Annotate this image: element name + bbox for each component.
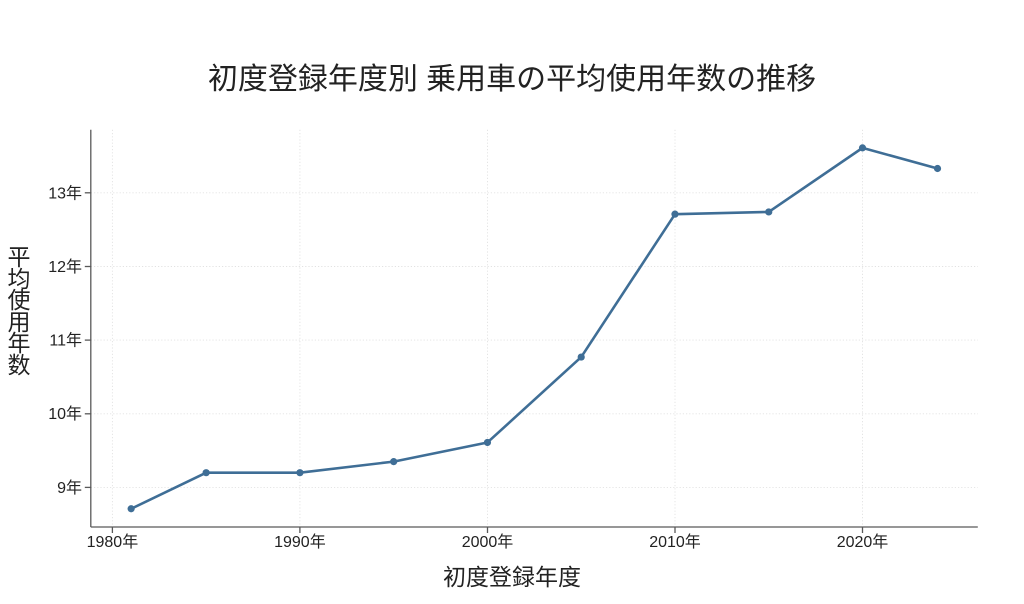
svg-text:10年: 10年 — [48, 405, 82, 423]
svg-text:1990年: 1990年 — [274, 533, 326, 551]
svg-text:13年: 13年 — [48, 185, 82, 203]
svg-text:12年: 12年 — [48, 258, 82, 276]
svg-text:2020年: 2020年 — [837, 533, 889, 551]
svg-text:11年: 11年 — [49, 332, 82, 350]
svg-text:9年: 9年 — [57, 479, 82, 497]
svg-text:1980年: 1980年 — [87, 533, 139, 551]
svg-text:2010年: 2010年 — [649, 533, 701, 551]
svg-text:2000年: 2000年 — [462, 533, 514, 551]
